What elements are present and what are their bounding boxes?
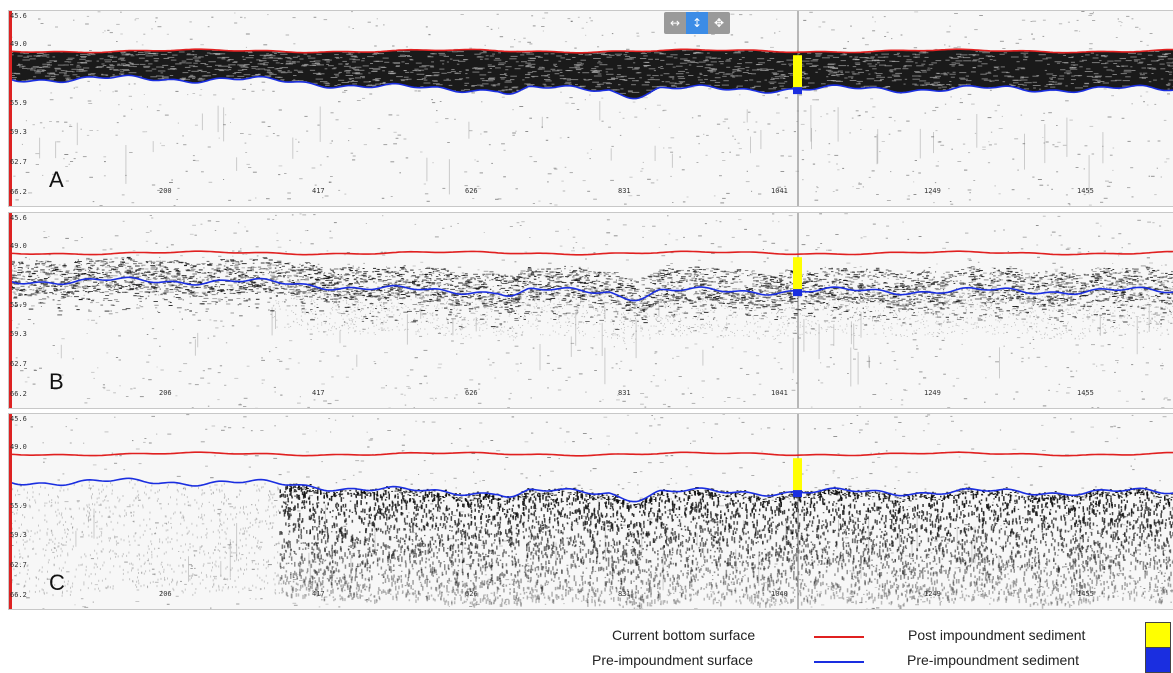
x-tick: 1249 (924, 590, 941, 598)
x-tick: 1455 (1077, 389, 1094, 397)
y-tick: 66.2 (10, 591, 27, 599)
x-tick: 417 (312, 389, 325, 397)
echogram-plot-a[interactable] (9, 11, 1173, 206)
y-tick: 59.3 (10, 531, 27, 539)
x-tick: 626 (465, 590, 478, 598)
x-tick: 417 (312, 590, 325, 598)
echogram-plot-c[interactable] (9, 414, 1173, 609)
x-tick: 1455 (1077, 187, 1094, 195)
x-tick: 831 (618, 590, 631, 598)
y-tick: 62.7 (10, 360, 27, 368)
y-tick: 49.0 (10, 443, 27, 451)
post-sediment-marker (793, 458, 802, 492)
y-axis-labels: 45.6 49.0 55.9 59.3 62.7 66.2 (9, 414, 31, 609)
echo-noise (9, 213, 1173, 408)
x-tick: 626 (465, 187, 478, 195)
move-button[interactable]: ✥ (708, 12, 730, 34)
echogram-plot-b[interactable] (9, 213, 1173, 408)
echogram-panel-b[interactable]: 45.6 49.0 55.9 59.3 62.7 66.2 206 417 62… (8, 212, 1173, 409)
pan-vertical-button[interactable]: ↕ (686, 12, 708, 34)
x-tick: 206 (159, 590, 172, 598)
x-tick: 626 (465, 389, 478, 397)
y-tick: 45.6 (10, 214, 27, 222)
legend-pre-impoundment-surface-label: Pre-impoundment surface (592, 652, 753, 668)
legend-pre-impoundment-surface-line (814, 661, 864, 663)
y-tick: 45.6 (10, 415, 27, 423)
x-tick: 200 (159, 187, 172, 195)
y-axis-labels: 45.6 49.0 55.9 59.3 62.7 66.2 (9, 213, 31, 408)
pan-horizontal-button[interactable]: ↔ (664, 12, 686, 34)
panel-label: C (49, 570, 65, 596)
y-axis-labels: 45.6 49.0 55.9 59.3 62.7 66.2 (9, 11, 31, 206)
x-tick: 206 (159, 389, 172, 397)
echo-noise (10, 414, 1173, 609)
current-bottom-line (9, 452, 1173, 456)
panel-label: A (49, 167, 64, 193)
echogram-panel-a[interactable]: 45.6 49.0 55.9 59.3 62.7 66.2 200 417 62… (8, 10, 1173, 207)
y-tick: 62.7 (10, 158, 27, 166)
x-tick: 1041 (771, 389, 788, 397)
x-tick: 1249 (924, 187, 941, 195)
x-tick: 831 (618, 389, 631, 397)
legend-pre-sediment-label: Pre-impoundment sediment (907, 652, 1079, 668)
y-tick: 66.2 (10, 390, 27, 398)
x-tick: 1455 (1077, 590, 1094, 598)
y-tick: 49.0 (10, 242, 27, 250)
echo-noise (9, 11, 1173, 206)
y-tick: 59.3 (10, 128, 27, 136)
panel-label: B (49, 369, 64, 395)
echogram-panel-c[interactable]: 45.6 49.0 55.9 59.3 62.7 66.2 206 417 62… (8, 413, 1173, 610)
x-tick: 1249 (924, 389, 941, 397)
y-tick: 55.9 (10, 301, 27, 309)
y-tick: 55.9 (10, 502, 27, 510)
post-sediment-marker (793, 55, 802, 89)
y-tick: 45.6 (10, 12, 27, 20)
x-tick: 1040 (771, 590, 788, 598)
y-tick: 66.2 (10, 188, 27, 196)
current-bottom-line (9, 251, 1173, 255)
chart-toolbar: ↔ ↕ ✥ (664, 12, 730, 34)
legend-post-sediment-label: Post impoundment sediment (908, 627, 1085, 643)
y-tick: 49.0 (10, 40, 27, 48)
legend-current-bottom-line (814, 636, 864, 638)
post-sediment-marker (793, 257, 802, 291)
x-tick: 417 (312, 187, 325, 195)
x-tick: 831 (618, 187, 631, 195)
x-tick: 1041 (771, 187, 788, 195)
legend-current-bottom-label: Current bottom surface (612, 627, 755, 643)
y-tick: 55.9 (10, 99, 27, 107)
legend-pre-sediment-swatch (1145, 647, 1171, 673)
y-tick: 59.3 (10, 330, 27, 338)
y-tick: 62.7 (10, 561, 27, 569)
legend-post-sediment-swatch (1145, 622, 1171, 648)
